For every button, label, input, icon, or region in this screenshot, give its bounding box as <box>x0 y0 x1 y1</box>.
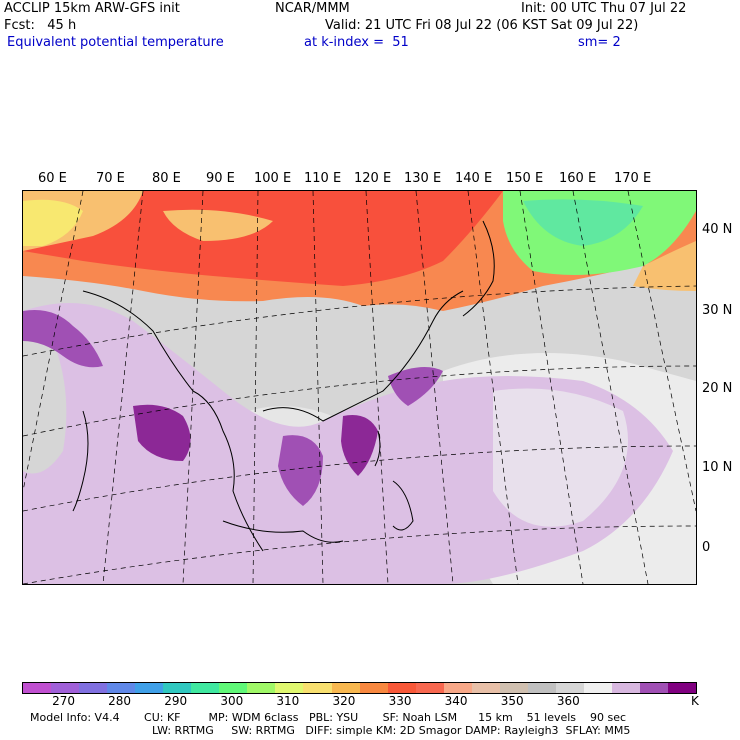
colorbar-label: 300 <box>220 694 244 708</box>
hot-band <box>23 191 503 286</box>
lon-label: 130 E <box>404 171 442 186</box>
colorbar-swatch <box>247 683 276 693</box>
coastline-china <box>262 290 464 422</box>
colorbar-label: 290 <box>164 694 188 708</box>
colorbar-swatch <box>611 683 641 693</box>
graticule <box>23 191 696 584</box>
colorbar-label: 330 <box>388 694 412 708</box>
purple-core-nw <box>23 310 103 368</box>
smoothing-label: sm= 2 <box>578 35 621 50</box>
lon-line <box>467 191 519 584</box>
colorbar-swatch <box>23 683 52 693</box>
lat-label: 40 N <box>702 222 733 237</box>
colorbar-swatch <box>415 683 444 693</box>
color-scale-bar <box>22 682 697 694</box>
coastline-borneo <box>222 520 344 543</box>
colorbar-swatch <box>79 683 108 693</box>
valid-time: Valid: 21 UTC Fri 08 Jul 22 (06 KST Sat … <box>325 18 639 33</box>
colorbar-swatch <box>555 683 584 693</box>
lon-line <box>312 191 324 584</box>
lat-label: 20 N <box>702 381 733 396</box>
lon-label: 80 E <box>152 171 181 186</box>
colorbar-label: 340 <box>444 694 468 708</box>
colorbar-swatch <box>443 683 472 693</box>
purple-core-east <box>388 367 443 406</box>
colorbar-swatch <box>359 683 388 693</box>
light-warm-patch <box>163 209 273 241</box>
lon-line <box>252 191 259 584</box>
lon-line <box>102 191 144 584</box>
lon-label: 170 E <box>614 171 652 186</box>
lon-label: 120 E <box>354 171 392 186</box>
colorbar-swatch <box>51 683 80 693</box>
colorbar-swatch <box>275 683 304 693</box>
lon-label: 60 E <box>38 171 67 186</box>
theta-e-map <box>22 190 697 585</box>
lat-label: 30 N <box>702 303 733 318</box>
colorbar-swatch <box>640 683 669 693</box>
lon-line <box>572 191 649 584</box>
colorbar-swatch <box>303 683 332 693</box>
coastline-taiwan <box>374 430 381 467</box>
model-title: ACCLIP 15km ARW-GFS init <box>4 1 180 16</box>
colorbar-swatch <box>135 683 164 693</box>
cool-teal-patch <box>523 199 643 246</box>
purple-core-bay <box>133 404 191 461</box>
colorbar-label: 280 <box>108 694 132 708</box>
field-name: Equivalent potential temperature <box>7 35 224 50</box>
lon-label: 110 E <box>304 171 342 186</box>
lon-line <box>415 191 454 584</box>
colorbar-label: 270 <box>52 694 75 708</box>
k-index-label: at k-index = 51 <box>304 35 409 50</box>
colorbar-swatch <box>331 683 360 693</box>
colorbar-label: 350 <box>500 694 524 708</box>
lon-line <box>519 191 584 584</box>
ocean-pale-lilac <box>493 388 628 527</box>
ne-warm-edge <box>633 241 696 291</box>
colorbar-label: 310 <box>276 694 300 708</box>
colorbar-swatch <box>471 683 500 693</box>
colorbar-unit: K <box>691 694 699 708</box>
lat-label: 10 N <box>702 460 733 475</box>
lon-line <box>365 191 389 584</box>
coastline-mainland <box>82 290 264 552</box>
physics-info-line: LW: RRTMG SW: RRTMG DIFF: simple KM: 2D … <box>152 724 631 737</box>
lon-line <box>182 191 204 584</box>
init-time: Init: 00 UTC Thu 07 Jul 22 <box>521 1 687 16</box>
model-info-line: Model Info: V4.4 CU: KF MP: WDM 6class P… <box>30 711 627 724</box>
lon-line <box>23 191 84 492</box>
lon-label: 90 E <box>206 171 235 186</box>
coastline-india <box>72 410 89 512</box>
colorbar-swatch <box>499 683 528 693</box>
colorbar-swatch <box>219 683 248 693</box>
yellow-patch <box>23 199 83 246</box>
colorbar-swatch <box>583 683 612 693</box>
lon-label: 150 E <box>506 171 544 186</box>
purple-core-scs <box>341 415 378 476</box>
forecast-hour: Fcst: 45 h <box>4 18 77 33</box>
colorbar-swatch <box>527 683 556 693</box>
colorbar-swatch <box>191 683 220 693</box>
colorbar-swatch <box>107 683 136 693</box>
lon-label: 70 E <box>96 171 125 186</box>
colorbar-label: 320 <box>332 694 356 708</box>
gray-patch-india <box>23 341 67 474</box>
lat-line-0 <box>23 525 696 584</box>
colorbar-swatch <box>668 683 697 693</box>
coastline-philippines <box>392 480 414 531</box>
colorbar-label: 360 <box>556 694 580 708</box>
lon-label: 160 E <box>559 171 597 186</box>
purple-core-indochina <box>278 435 323 506</box>
lon-label: 140 E <box>455 171 493 186</box>
lat-label: 0 <box>702 540 711 555</box>
institution-label: NCAR/MMM <box>275 1 350 16</box>
lon-line <box>627 191 696 512</box>
coastline-japan <box>462 220 495 317</box>
colorbar-swatch <box>163 683 192 693</box>
colorbar-swatch <box>387 683 416 693</box>
lon-label: 100 E <box>254 171 292 186</box>
map-canvas <box>23 191 696 584</box>
